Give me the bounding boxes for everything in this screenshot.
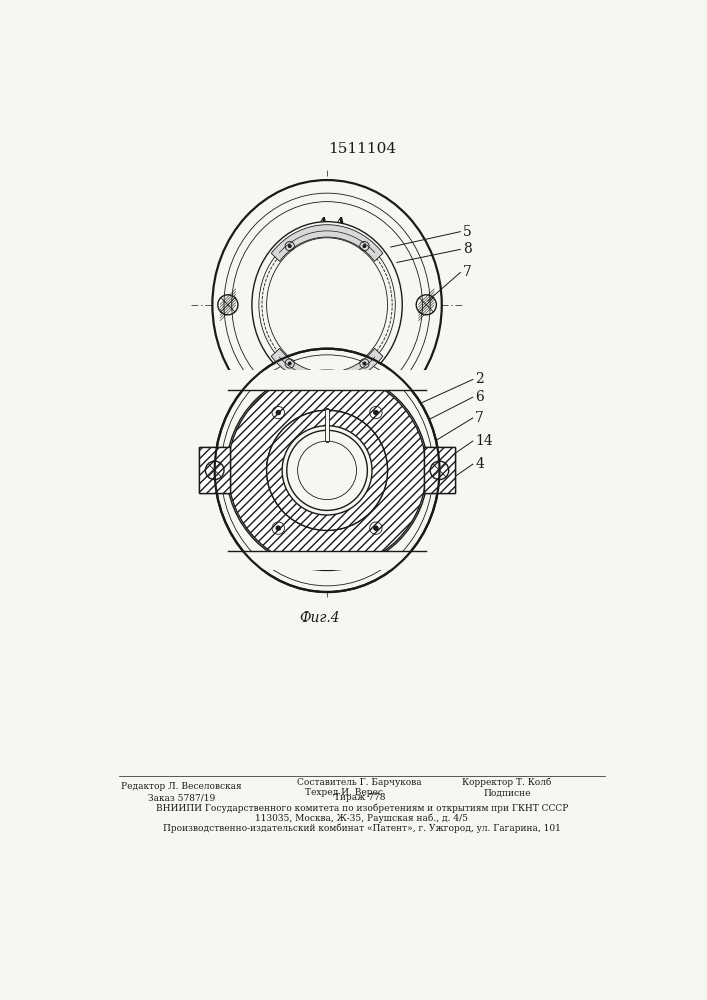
- Ellipse shape: [226, 370, 428, 570]
- FancyBboxPatch shape: [199, 447, 230, 493]
- Text: Тираж 778: Тираж 778: [334, 793, 385, 802]
- Text: 1511104: 1511104: [328, 142, 396, 156]
- Ellipse shape: [252, 222, 402, 388]
- Circle shape: [363, 245, 366, 248]
- Bar: [325, 409, 329, 441]
- Text: 14: 14: [475, 434, 493, 448]
- Ellipse shape: [267, 238, 387, 372]
- Circle shape: [288, 245, 291, 248]
- Text: Заказ 5787/19: Заказ 5787/19: [148, 793, 215, 802]
- Ellipse shape: [228, 372, 426, 569]
- Circle shape: [267, 410, 387, 530]
- Bar: [228, 370, 426, 389]
- Circle shape: [282, 426, 372, 515]
- Text: A-A: A-A: [316, 217, 346, 231]
- Text: 8: 8: [462, 242, 472, 256]
- Text: 7: 7: [475, 411, 484, 425]
- FancyBboxPatch shape: [424, 447, 455, 493]
- Circle shape: [288, 362, 291, 365]
- Circle shape: [373, 526, 378, 530]
- Text: 113035, Москва, Ж-35, Раушская наб., д. 4/5: 113035, Москва, Ж-35, Раушская наб., д. …: [255, 814, 469, 823]
- Bar: [228, 551, 426, 570]
- Ellipse shape: [212, 180, 442, 430]
- Text: Подписне: Подписне: [483, 788, 531, 797]
- Text: Б: Б: [329, 441, 337, 451]
- Text: Фиг.4: Фиг.4: [299, 611, 339, 625]
- Ellipse shape: [232, 202, 422, 408]
- Text: Фиг.3: Фиг.3: [322, 436, 363, 450]
- Text: ВНИИПИ Государственного комитета по изобретениям и открытиям при ГКНТ СССР: ВНИИПИ Государственного комитета по изоб…: [156, 804, 568, 813]
- Circle shape: [363, 362, 366, 365]
- Text: 6: 6: [475, 390, 484, 404]
- Polygon shape: [271, 225, 383, 261]
- Text: Редактор Л. Веселовская: Редактор Л. Веселовская: [121, 782, 242, 791]
- Ellipse shape: [215, 349, 440, 592]
- Circle shape: [282, 426, 372, 515]
- Polygon shape: [271, 348, 383, 385]
- Circle shape: [267, 410, 387, 530]
- Text: Производственно-издательский комбинат «Патент», г. Ужгород, ул. Гагарина, 101: Производственно-издательский комбинат «П…: [163, 824, 561, 833]
- Text: Техред И. Верес: Техред И. Верес: [305, 788, 383, 797]
- FancyBboxPatch shape: [424, 447, 455, 493]
- Text: Составитель Г. Барчукова: Составитель Г. Барчукова: [298, 778, 422, 787]
- Circle shape: [373, 410, 378, 415]
- Text: 5: 5: [462, 225, 472, 239]
- Text: 2: 2: [475, 372, 484, 386]
- Ellipse shape: [221, 355, 433, 586]
- Text: Корректор Т. Колб: Корректор Т. Колб: [462, 777, 551, 787]
- Text: 4: 4: [475, 457, 484, 471]
- Ellipse shape: [224, 193, 430, 416]
- Ellipse shape: [259, 230, 395, 379]
- Text: Б: Б: [317, 441, 325, 451]
- Circle shape: [276, 526, 281, 530]
- Text: 7: 7: [462, 265, 472, 279]
- Circle shape: [276, 410, 281, 415]
- FancyBboxPatch shape: [199, 447, 230, 493]
